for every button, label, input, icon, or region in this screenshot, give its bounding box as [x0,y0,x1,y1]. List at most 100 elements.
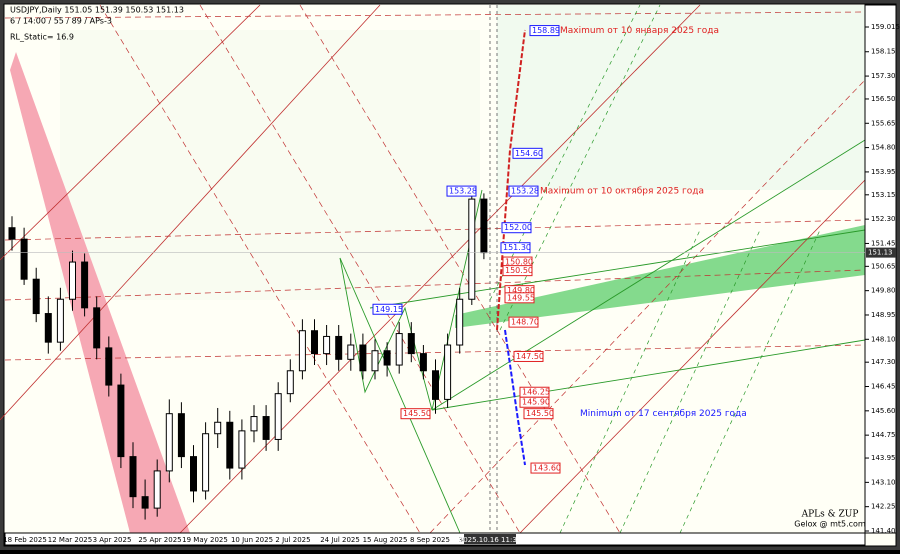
credit: Gelox @ mt5.com [794,520,866,529]
y-tick-label: 153.15 [871,191,896,199]
zone [60,30,480,300]
candle-body [359,344,367,372]
candle-body [286,370,294,395]
candle-body [129,456,137,498]
current-tag [866,247,896,258]
level-label: 145.50 [403,409,431,418]
candle-body [190,456,197,492]
level-label: 148.70 [511,318,539,327]
annotation: Maximum от 10 октября 2025 года [540,187,704,197]
level-label: 147.50 [516,352,544,361]
level-box [513,350,544,362]
y-tick-label: 144.75 [871,431,896,439]
x-tick-label: 18 Feb 2025 [3,536,47,544]
level-box [400,408,431,420]
x-tick-label: 3 Apr 2025 [93,536,132,544]
x-tick-label: 2025.10.16 11:36 [459,536,522,544]
candle-body [371,350,379,372]
level-label: 145.50 [526,409,554,418]
cursor-time-bg [464,534,516,544]
projection-up [496,29,526,331]
x-tick-label: 15 Aug 2025 [363,536,408,544]
level-box [502,265,533,277]
y-tick-label: 143.10 [871,478,896,486]
y-tick-label: 158.15 [871,48,896,56]
level-box [500,242,531,254]
y-tick-label: 148.10 [871,335,896,343]
candle-body [44,313,52,343]
x-tick-label: 2 Jul 2025 [275,536,310,544]
candle-body [32,278,40,315]
candle-body [105,347,113,386]
candle-body [202,433,210,492]
candle-body [274,393,282,440]
level-box [501,222,532,234]
level-label: 153.28 [511,187,539,196]
candle-body [250,416,258,432]
level-label: 149.55 [507,293,535,302]
x-tick-label: 10 Jun 2025 [231,536,273,544]
candle-body [335,335,343,360]
price-axis [864,4,897,534]
candle-body [226,421,234,469]
y-tick-label: 145.60 [871,407,896,415]
level-box [512,147,543,159]
annotation: Maximum от 10 января 2025 года [560,26,719,36]
annotation: Minimum от 17 сентября 2025 года [580,409,747,419]
level-label: 150.50 [505,266,533,275]
level-box [523,408,554,420]
y-tick-label: 142.25 [871,503,896,511]
symbol-line: USDJPY,Daily 151.05 151.39 150.53 151.13 [10,6,184,15]
y-tick-label: 149.80 [871,287,896,295]
y-tick-label: 157.30 [871,72,896,80]
candle-body [419,353,427,372]
zone [497,5,865,190]
y-tick-label: 154.80 [871,144,896,152]
candle-body [323,335,331,355]
candle-body [93,307,101,349]
y-tick-label: 146.45 [871,383,896,391]
settings-line: 6 / 14:00 / 55 / 89 / APs-3 [10,17,112,26]
level-box [519,396,550,408]
candle-body [347,344,355,360]
level-box [508,316,539,328]
y-tick-label: 152.30 [871,215,896,223]
level-label: 143.60 [533,464,561,473]
candle-body [177,413,185,458]
y-tick-label: 143.95 [871,454,896,462]
y-tick-label: 141.40 [871,527,896,535]
level-label: 149.15 [375,305,403,314]
pink-band [10,52,190,533]
x-tick-label: 8 Sep 2025 [410,536,450,544]
level-label: 146.25 [522,388,550,397]
y-tick-label: 153.95 [871,168,896,176]
green-band [455,225,865,328]
candle-body [444,344,452,400]
level-label: 158.89 [532,26,560,35]
y-tick-label: 159.015 [871,23,900,31]
x-tick-label: 25 Apr 2025 [138,536,181,544]
x-tick-label: 19 May 2025 [182,536,228,544]
time-lines [489,5,498,533]
level-label: 153.28 [449,187,477,196]
candle-body [214,421,222,435]
candle-body [480,198,488,254]
y-tick-label: 147.30 [871,358,896,366]
current-price: 151.13 [868,249,893,257]
y-tick-label: 148.95 [871,311,896,319]
level-label: 149.80 [507,286,535,295]
candle-body [407,333,415,355]
level-label: 150.80 [505,258,533,267]
level-box [530,462,561,474]
brand: APLs & ZUP [801,510,859,520]
level-box [446,185,477,197]
candle-body [153,470,161,509]
candle-body [117,384,125,458]
y-tick-label: 156.50 [871,95,896,103]
fork-lines [339,139,866,534]
x-tick-label: 12 Mar 2025 [48,536,92,544]
y-tick-label: 151.45 [871,239,896,247]
x-tick-label: 30 [459,536,468,544]
